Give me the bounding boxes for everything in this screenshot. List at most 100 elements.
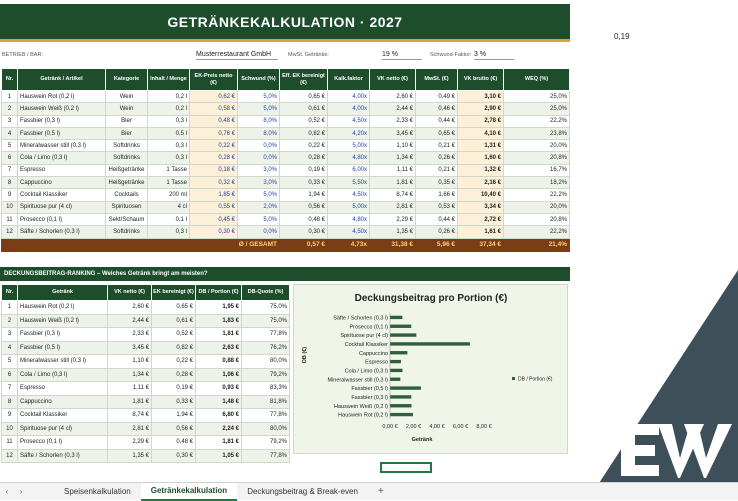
table-cell[interactable]: 0,3 l [147,114,190,128]
chart-bar[interactable] [390,395,412,399]
table-cell[interactable]: Fassbier (0,5 l) [17,126,106,141]
table-cell[interactable]: 0,55 € [189,200,238,214]
table-cell[interactable]: 4 [1,126,18,141]
table-cell[interactable]: 0,45 € [189,212,238,227]
chart-bar[interactable] [390,377,401,381]
table-cell[interactable]: 0,65 € [415,126,458,141]
table-cell[interactable]: 10,40 € [457,188,504,202]
table-cell[interactable]: Heißgetränke [105,176,148,190]
total-vk-netto[interactable]: 31,38 € [369,237,416,252]
ranking-cell[interactable]: 76,2% [241,340,290,355]
table-cell[interactable]: 5,00x [327,139,370,153]
table-cell[interactable]: 0,30 € [189,225,238,239]
schwund-value[interactable]: 3 % [474,51,514,60]
table-cell[interactable]: 5,00x [327,200,370,214]
ranking-cell[interactable]: 8,74 € [107,408,152,423]
ranking-cell[interactable]: 0,22 € [151,354,196,369]
table-cell[interactable]: 12 [1,225,18,239]
ranking-cell[interactable]: 1,34 € [107,367,152,382]
ranking-cell[interactable]: 83,3% [241,381,290,396]
ranking-cell[interactable]: 2,60 € [107,300,152,315]
chart-bar[interactable] [390,386,421,390]
table-cell[interactable]: 3,0% [237,163,280,178]
ranking-cell[interactable]: 77,8% [241,448,290,463]
chart-bar[interactable] [390,368,403,373]
table-cell[interactable]: 4,80x [327,212,370,227]
tab-next-icon[interactable]: › [19,487,23,496]
table-cell[interactable]: 0,65 € [279,89,328,104]
table-cell[interactable]: 3 [1,114,18,128]
table-cell[interactable]: 8,0% [237,126,280,141]
total-label[interactable]: Ø / GESAMT [1,237,280,252]
ranking-cell[interactable]: 1,81 € [195,435,242,450]
table-cell[interactable]: 4 cl [147,200,190,214]
table-cell[interactable]: 22,2% [503,225,570,239]
ranking-cell[interactable]: 0,30 € [151,448,196,463]
table-cell[interactable]: 7 [1,163,18,178]
chart-bar[interactable] [390,351,408,355]
total-mwst[interactable]: 5,96 € [415,237,458,252]
ranking-cell[interactable]: 1,95 € [195,300,242,315]
main-col-header[interactable]: Getränk / Artikel [17,68,106,91]
table-cell[interactable]: 6 [1,151,18,165]
table-cell[interactable]: 1 Tasse [147,163,190,178]
table-cell[interactable]: 5,0% [237,188,280,202]
table-cell[interactable]: 1 [1,89,18,104]
ranking-cell[interactable]: 11 [1,435,18,450]
table-cell[interactable]: 0,19 € [279,163,328,178]
table-cell[interactable]: 2,72 € [457,212,504,227]
table-cell[interactable]: 5,0% [237,212,280,227]
main-col-header[interactable]: Schwund (%) [237,68,280,91]
ranking-cell[interactable]: 3 [1,327,18,342]
ranking-cell[interactable]: 1,94 € [151,408,196,423]
table-cell[interactable]: Wein [105,89,148,104]
table-cell[interactable]: 4,50x [327,225,370,239]
chart-bar[interactable] [390,359,401,364]
table-cell[interactable]: Bier [105,114,148,128]
ranking-cell[interactable]: 2 [1,313,18,328]
ranking-cell[interactable]: 0,65 € [151,300,196,315]
ranking-cell[interactable]: Cappuccino [17,394,108,409]
table-cell[interactable]: Cocktails [105,188,148,202]
table-cell[interactable]: 5 [1,139,18,153]
table-cell[interactable]: 4,10 € [457,126,504,141]
table-cell[interactable]: 0,5 l [147,126,190,141]
ranking-cell[interactable]: 0,28 € [151,367,196,382]
table-cell[interactable]: Säfte / Schorlen (0,3 l) [17,225,106,239]
table-cell[interactable]: 2,60 € [369,89,416,104]
table-cell[interactable]: 6,00x [327,163,370,178]
ranking-cell[interactable]: 81,8% [241,394,290,409]
table-cell[interactable]: 16,7% [503,163,570,178]
ranking-cell[interactable]: 6 [1,367,18,382]
table-cell[interactable]: 2,90 € [457,102,504,116]
table-cell[interactable]: 3,0% [237,176,280,190]
table-cell[interactable]: 0,52 € [279,114,328,128]
ranking-cell[interactable]: 0,48 € [151,435,196,450]
table-cell[interactable]: 0,26 € [415,225,458,239]
table-cell[interactable]: 0,2 l [147,102,190,116]
table-cell[interactable]: 0,21 € [415,163,458,178]
table-cell[interactable]: Sekt/Schaum [105,212,148,227]
table-cell[interactable]: 0,26 € [415,151,458,165]
table-cell[interactable]: Spirituosen [105,200,148,214]
ranking-cell[interactable]: 2,24 € [195,421,242,436]
table-cell[interactable]: 1,32 € [457,163,504,178]
ranking-col-header[interactable]: EK bereinigt (€) [151,284,196,301]
table-cell[interactable]: Wein [105,102,148,116]
table-cell[interactable]: 0,76 € [189,126,238,141]
table-cell[interactable]: 0,18 € [189,163,238,178]
table-cell[interactable]: 0,1 l [147,212,190,227]
ranking-cell[interactable]: 1,05 € [195,448,242,463]
table-cell[interactable]: 0,58 € [189,102,238,116]
ranking-cell[interactable]: 1,35 € [107,448,152,463]
ranking-cell[interactable]: 4 [1,340,18,355]
ranking-col-header[interactable]: VK netto (€) [107,284,152,301]
table-cell[interactable]: 2,0% [237,200,280,214]
table-cell[interactable]: 0,0% [237,225,280,239]
chart-bar[interactable] [390,412,413,417]
sheet-tab[interactable]: Deckungsbeitrag & Break-even [247,487,358,496]
ranking-cell[interactable]: 0,19 € [151,381,196,396]
ranking-cell[interactable]: 0,56 € [151,421,196,436]
ranking-cell[interactable]: 7 [1,381,18,396]
main-col-header[interactable]: VK brutto (€) [457,68,504,91]
